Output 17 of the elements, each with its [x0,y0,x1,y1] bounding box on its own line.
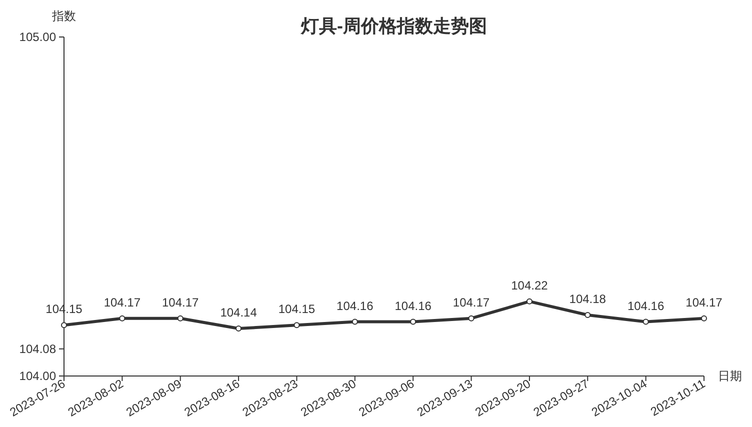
data-label: 104.17 [104,295,141,310]
data-label: 104.17 [162,295,200,310]
data-label: 104.17 [452,295,490,310]
data-label: 104.18 [569,292,606,306]
data-label: 104.17 [686,295,723,310]
y-tick-label: 105.00 [19,30,56,44]
chart-title: 灯具-周价格指数走势图 [300,16,487,36]
data-label: 104.16 [627,298,664,313]
data-label: 104.16 [336,298,374,313]
y-tick-label: 104.00 [19,369,56,383]
data-label: 104.16 [394,298,432,313]
x-axis-title: 日期 [718,369,742,383]
y-axis-title: 指数 [51,9,76,23]
data-label: 104.15 [278,302,316,316]
y-tick-label: 104.08 [19,342,56,356]
data-label: 104.22 [511,278,548,292]
data-label: 104.14 [220,306,258,320]
